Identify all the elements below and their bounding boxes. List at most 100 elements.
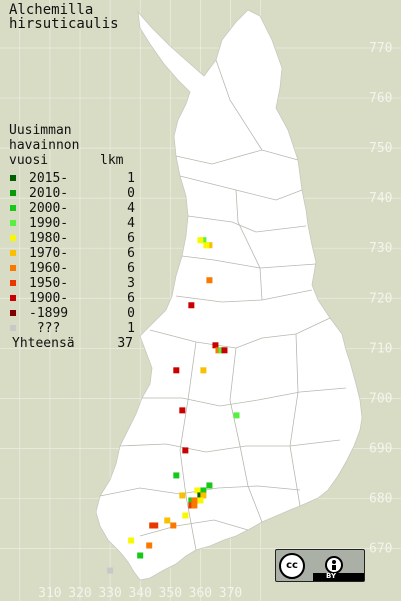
observation-square: [194, 487, 201, 494]
legend-row: 1960- 6: [10, 261, 135, 276]
legend-period-label: 1990-: [29, 216, 69, 231]
observation-square: [197, 492, 204, 499]
observation-square: [146, 542, 153, 549]
cc-by-license-badge[interactable]: cc BY: [275, 549, 365, 582]
easting-tick-label: 320: [68, 586, 91, 601]
legend-heading-line-2: havainnon: [9, 138, 80, 153]
legend-count: 1: [127, 321, 135, 336]
northing-tick-label: 710: [369, 341, 392, 356]
northing-tick-label: 670: [369, 542, 392, 557]
legend-count: 6: [127, 246, 135, 261]
legend-period-label: 1970-: [29, 246, 69, 261]
legend-count: 4: [127, 201, 135, 216]
legend-swatch: [10, 235, 16, 241]
legend-row: 2000- 4: [10, 201, 135, 216]
observation-square: [206, 482, 213, 489]
legend-swatch: [10, 205, 16, 211]
easting-tick-label: 360: [189, 586, 212, 601]
observation-square: [182, 447, 189, 454]
species-title-line-2: hirsuticaulis: [9, 16, 119, 32]
legend-period-label: 1900-: [29, 291, 69, 306]
easting-tick-label: 370: [219, 586, 242, 601]
observation-square: [215, 347, 222, 354]
legend-count: 6: [127, 261, 135, 276]
legend-swatch: [10, 280, 16, 286]
cc-icon: cc: [279, 553, 305, 579]
northing-tick-label: 720: [369, 291, 392, 306]
observation-square: [218, 347, 225, 354]
northing-tick-label: 740: [369, 191, 392, 206]
northing-tick-label: 690: [369, 441, 392, 456]
legend-swatch: [10, 175, 16, 181]
legend-row: 2010- 0: [10, 186, 135, 201]
observation-square: [137, 552, 144, 559]
legend-row: ??? 1: [10, 321, 135, 336]
legend-count: 1: [127, 171, 135, 186]
observation-square: [152, 522, 159, 529]
legend-swatch: [10, 295, 16, 301]
species-title-line-1: Alchemilla: [9, 2, 94, 18]
observation-square: [182, 512, 189, 519]
legend-swatch: [10, 190, 16, 196]
observation-square: [170, 522, 177, 529]
observation-square: [206, 242, 213, 249]
legend-period-label: 2000-: [29, 201, 69, 216]
legend-period-label: 1950-: [29, 276, 69, 291]
observation-square: [200, 237, 207, 244]
northing-tick-label: 750: [369, 141, 392, 156]
observation-square: [188, 497, 195, 504]
legend-row: 1980- 6: [10, 231, 135, 246]
legend-count: 6: [127, 291, 135, 306]
easting-tick-labels: 310 320 330 340 350 360 370: [38, 586, 242, 601]
northing-tick-label: 700: [369, 391, 392, 406]
easting-tick-label: 340: [128, 586, 151, 601]
license-band: [313, 573, 364, 581]
legend-total-label: Yhteensä: [12, 336, 75, 351]
legend-count: 0: [127, 186, 135, 201]
legend-swatch: [10, 250, 16, 256]
observation-square: [206, 277, 213, 284]
northing-tick-labels: 770 760 750 740 730 720 710 700 690 680 670: [369, 41, 392, 557]
legend-period-label: ???: [29, 321, 61, 336]
legend-period-label: 2015-: [29, 171, 69, 186]
observation-square: [107, 567, 114, 574]
legend-row: -1899 0: [10, 306, 135, 321]
observation-square: [179, 492, 186, 499]
legend-total-row: Yhteensä 37: [12, 336, 133, 351]
by-label: BY: [326, 572, 337, 580]
northing-tick-label: 760: [369, 91, 392, 106]
region-borders: [99, 59, 347, 551]
observation-square: [200, 492, 207, 499]
observation-square: [191, 497, 198, 504]
legend-total-count: 37: [117, 336, 133, 351]
legend-count-column-header: lkm: [100, 153, 124, 168]
observation-squares: [107, 237, 240, 574]
legend-row: 1950- 3: [10, 276, 135, 291]
observation-square: [197, 497, 204, 504]
observation-square: [188, 302, 195, 309]
observation-square: [221, 347, 228, 354]
finland-landmass: [95, 9, 363, 581]
legend-row: 2015- 1: [10, 171, 135, 186]
legend-heading-line-1: Uusimman: [9, 123, 72, 138]
legend-swatch: [10, 325, 16, 331]
legend-swatch: [10, 265, 16, 271]
legend-period-label: 1980-: [29, 231, 69, 246]
legend-count: 0: [127, 306, 135, 321]
observation-square: [128, 537, 135, 544]
observation-square: [212, 342, 219, 349]
observation-square: [173, 472, 180, 479]
observation-square: [179, 407, 186, 414]
legend-row: 1970- 6: [10, 246, 135, 261]
easting-tick-label: 350: [159, 586, 182, 601]
legend-period-label: -1899: [29, 306, 69, 321]
easting-tick-label: 310: [38, 586, 61, 601]
northing-tick-label: 680: [369, 491, 392, 506]
northing-tick-label: 730: [369, 241, 392, 256]
legend-count: 4: [127, 216, 135, 231]
legend-swatch: [10, 310, 16, 316]
easting-tick-label: 330: [98, 586, 121, 601]
legend-period-label: 2010-: [29, 186, 69, 201]
legend-count: 3: [127, 276, 135, 291]
